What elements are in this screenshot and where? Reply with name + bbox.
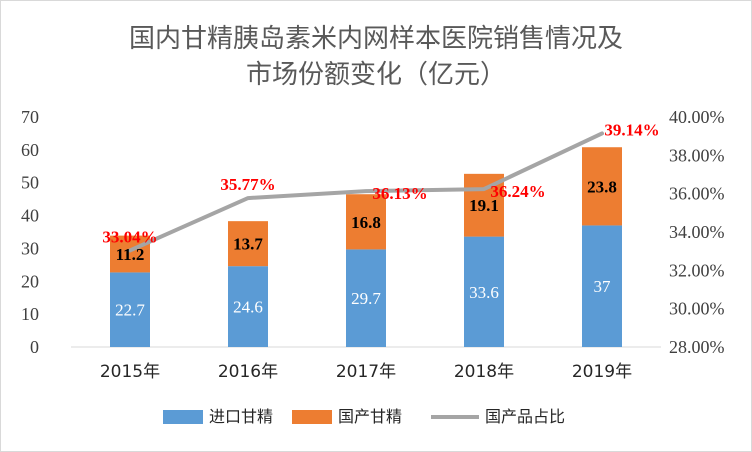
y2-tick-label: 38.00%	[669, 145, 725, 165]
y-tick-label: 30	[21, 238, 39, 258]
y2-tick-label: 30.00%	[669, 299, 725, 319]
bar-domestic	[582, 147, 622, 226]
bar-import	[582, 225, 622, 347]
bar-import	[464, 236, 504, 347]
share-line	[128, 131, 604, 253]
legend-label-share: 国产品占比	[485, 407, 565, 426]
x-tick-label: 2019年	[572, 362, 632, 382]
y2-tick-label: 32.00%	[669, 260, 725, 280]
y2-tick-label: 34.00%	[669, 222, 725, 242]
bar-import	[110, 272, 150, 347]
bar-import	[228, 266, 268, 347]
y-tick-label: 70	[21, 107, 39, 127]
x-tick-label: 2015年	[100, 362, 160, 382]
y-tick-label: 10	[21, 304, 39, 324]
bar-import-label: 22.7	[115, 301, 145, 320]
bar-domestic-label: 13.7	[233, 235, 263, 254]
bar-import	[346, 249, 386, 347]
y-tick-label: 50	[21, 173, 39, 193]
chart-title-line-2: 市场份额变化（亿元）	[246, 60, 506, 90]
x-tick-label: 2017年	[336, 362, 396, 382]
legend: 进口甘精 国产甘精 国产品占比	[163, 407, 565, 426]
bar-import-label: 33.6	[469, 283, 499, 302]
x-tick-label: 2018年	[454, 362, 514, 382]
line-point-label: 33.04%	[102, 227, 157, 246]
data-labels: 22.7 11.2 24.6 13.7 29.7 16.8 33.6 19.1 37 23.8 33…	[102, 120, 659, 319]
x-tick-label: 2016年	[218, 362, 278, 382]
chart-title-line-1: 国内甘精胰岛素米内网样本医院销售情况及	[129, 24, 623, 54]
y2-tick-label: 28.00%	[669, 337, 725, 357]
line-point-label: 36.13%	[372, 184, 427, 203]
legend-swatch-import	[163, 410, 203, 424]
line-point-label: 36.24%	[490, 182, 545, 201]
bar-domestic	[228, 221, 268, 267]
y2-tick-label: 40.00%	[669, 107, 725, 127]
legend-swatch-domestic	[292, 410, 332, 424]
bar-import-label: 29.7	[351, 289, 381, 308]
y2-tick-label: 36.00%	[669, 184, 725, 204]
legend-label-domestic: 国产甘精	[338, 407, 402, 426]
bar-import-label: 24.6	[233, 298, 263, 317]
line-point-label: 39.14%	[604, 120, 659, 139]
y-tick-label: 20	[21, 271, 39, 291]
bar-domestic	[110, 235, 150, 273]
y-tick-label: 0	[30, 337, 39, 357]
bars	[110, 147, 622, 347]
y-tick-label: 40	[21, 206, 39, 226]
y-tick-label: 60	[21, 140, 39, 160]
bar-domestic-label: 11.2	[116, 245, 145, 264]
line-point-label: 35.77%	[220, 175, 275, 194]
bar-domestic	[346, 194, 386, 250]
line-share-series	[128, 131, 604, 253]
bar-import-label: 37	[594, 277, 612, 296]
bar-domestic-label: 19.1	[469, 196, 499, 215]
axes: 0 10 20 30 40 50 60 70 28.00% 30.00% 32.00% 34.00% 3…	[21, 107, 725, 382]
legend-label-import: 进口甘精	[209, 407, 273, 426]
bar-domestic-label: 23.8	[587, 177, 617, 196]
bar-domestic-label: 16.8	[351, 213, 381, 232]
